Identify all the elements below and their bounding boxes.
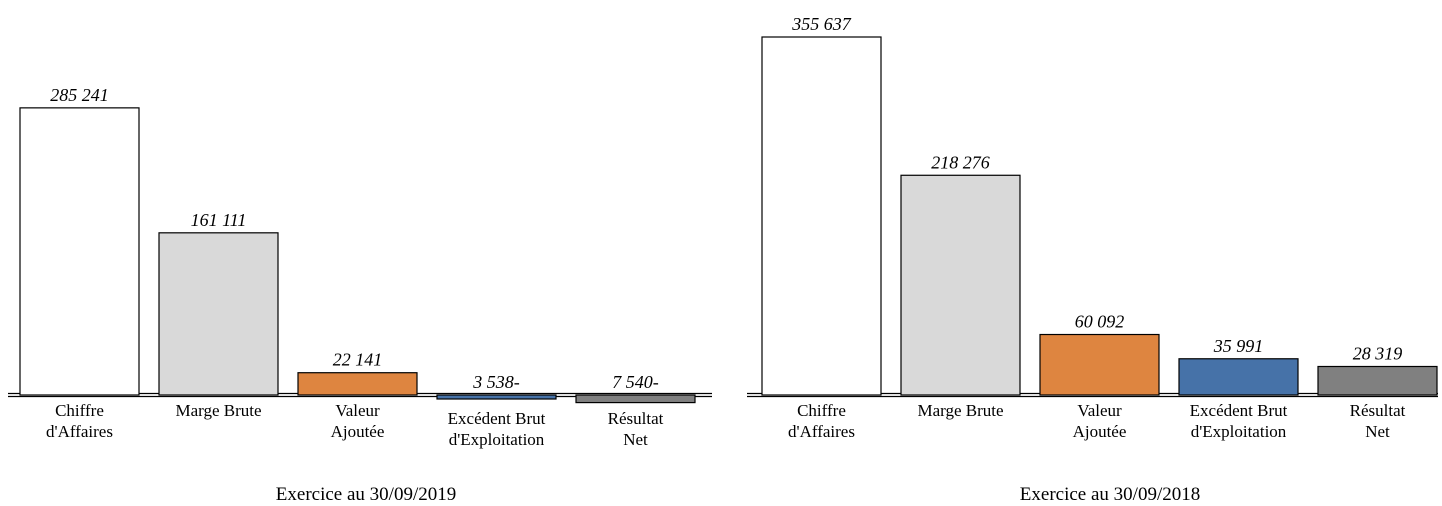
bar bbox=[436, 394, 557, 400]
data-label: 35 991 bbox=[1213, 336, 1264, 356]
bar bbox=[575, 394, 696, 404]
category-label: Valeur bbox=[1077, 401, 1122, 420]
category-label: Ajoutée bbox=[331, 422, 385, 441]
bar bbox=[297, 372, 418, 396]
data-label: 285 241 bbox=[50, 85, 109, 105]
category-label: Excédent Brut bbox=[448, 409, 546, 428]
chart-2019: 285 241 Chiffre d'Affaires 161 111 Marge Bru… bbox=[8, 85, 712, 505]
data-label: 60 092 bbox=[1075, 312, 1125, 332]
data-label: 28 319 bbox=[1353, 343, 1403, 363]
data-label: 3 538- bbox=[472, 372, 520, 392]
data-label: 355 637 bbox=[791, 14, 852, 34]
category-label: Marge Brute bbox=[175, 401, 261, 420]
data-label: 7 540- bbox=[612, 372, 659, 392]
category-label: d'Exploitation bbox=[1191, 422, 1287, 441]
data-label: 22 141 bbox=[333, 350, 383, 370]
category-label: Excédent Brut bbox=[1190, 401, 1288, 420]
category-label: Net bbox=[623, 430, 648, 449]
data-label: 218 276 bbox=[931, 152, 990, 172]
bar bbox=[19, 107, 140, 396]
category-label: Valeur bbox=[335, 401, 380, 420]
bar bbox=[1178, 358, 1299, 396]
bar bbox=[158, 232, 279, 396]
category-label: Net bbox=[1365, 422, 1390, 441]
category-label: Résultat bbox=[608, 409, 664, 428]
category-label: Chiffre bbox=[797, 401, 846, 420]
category-label: d'Exploitation bbox=[449, 430, 545, 449]
bar bbox=[1039, 333, 1160, 396]
data-label: 161 111 bbox=[191, 210, 247, 230]
category-label: Marge Brute bbox=[917, 401, 1003, 420]
category-label: Ajoutée bbox=[1073, 422, 1127, 441]
bar bbox=[761, 36, 882, 396]
category-label: d'Affaires bbox=[788, 422, 855, 441]
category-label: Résultat bbox=[1350, 401, 1406, 420]
chart-2018: 355 637 Chiffre d'Affaires 218 276 Marge Bru… bbox=[747, 14, 1438, 505]
bar bbox=[900, 174, 1021, 396]
chart-title: Exercice au 30/09/2019 bbox=[276, 484, 456, 505]
category-label: Chiffre bbox=[55, 401, 104, 420]
chart-title: Exercice au 30/09/2018 bbox=[1020, 484, 1200, 505]
category-label: d'Affaires bbox=[46, 422, 113, 441]
bar bbox=[1317, 365, 1438, 396]
